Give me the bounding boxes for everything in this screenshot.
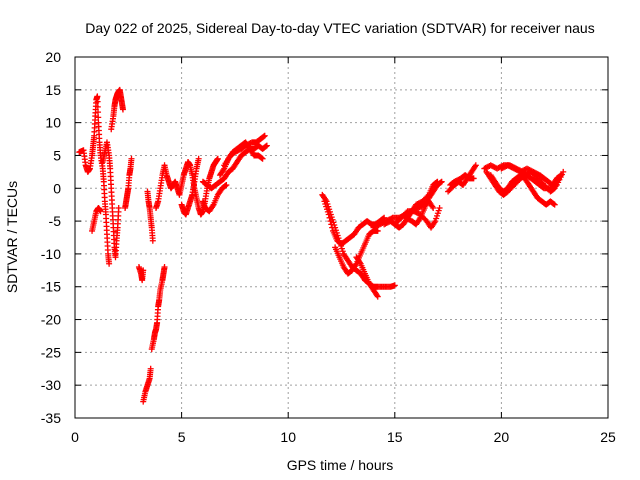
x-axis-label: GPS time / hours	[287, 457, 394, 473]
y-axis-label: SDTVAR / TECUs	[4, 181, 20, 293]
data-point	[558, 172, 565, 179]
data-point	[94, 98, 101, 105]
y-tick-label: -10	[41, 246, 61, 262]
x-tick-label: 10	[280, 429, 296, 445]
data-point	[106, 260, 113, 267]
data-point	[220, 166, 227, 173]
y-tick-label: -30	[41, 377, 61, 393]
y-tick-label: -25	[41, 344, 61, 360]
data-point	[94, 103, 101, 110]
data-point	[438, 178, 445, 185]
plot-frame	[74, 56, 609, 419]
data-point	[97, 208, 104, 215]
data-point	[550, 201, 557, 208]
data-point	[470, 175, 477, 182]
data-point	[119, 106, 126, 113]
data-point	[214, 155, 221, 162]
data-point	[223, 181, 230, 188]
data-point	[329, 224, 336, 231]
data-point	[560, 168, 567, 175]
data-point	[209, 202, 216, 209]
data-point	[327, 218, 334, 225]
data-point	[95, 114, 102, 121]
y-tick-label: 0	[53, 180, 61, 196]
y-tick-label: 5	[53, 147, 61, 163]
data-point	[437, 179, 444, 186]
data-point	[325, 211, 332, 218]
data-point	[430, 204, 437, 211]
data-point	[263, 142, 270, 149]
data-point	[115, 204, 122, 211]
data-point	[557, 172, 564, 179]
x-tick-label: 25	[600, 429, 616, 445]
data-point	[373, 292, 380, 299]
data-point	[356, 259, 363, 266]
data-point	[429, 203, 436, 210]
y-tick-label: 10	[45, 115, 61, 131]
x-tick-label: 0	[71, 429, 79, 445]
data-point	[260, 133, 267, 140]
data-point	[472, 162, 479, 169]
data-point	[140, 267, 147, 274]
data-point	[328, 221, 335, 228]
y-tick-label: 15	[45, 82, 61, 98]
data-point	[431, 219, 438, 226]
x-tick-label: 5	[178, 429, 186, 445]
data-point	[551, 201, 558, 208]
data-points	[76, 86, 567, 405]
data-point	[161, 264, 168, 271]
data-point	[128, 155, 135, 162]
data-point	[471, 163, 478, 170]
data-point	[95, 109, 102, 116]
y-tick-label: -20	[41, 312, 61, 328]
data-point	[261, 132, 268, 139]
x-tick-label: 20	[494, 429, 510, 445]
y-tick-label: -15	[41, 279, 61, 295]
data-point	[416, 216, 423, 223]
data-point	[259, 155, 266, 162]
data-point	[436, 204, 443, 211]
x-tick-label: 15	[387, 429, 403, 445]
data-point	[222, 182, 229, 189]
data-point	[149, 237, 156, 244]
chart-title: Day 022 of 2025, Sidereal Day-to-day VTE…	[85, 20, 594, 36]
data-point	[258, 155, 265, 162]
data-point	[352, 262, 359, 269]
y-tick-label: -5	[49, 213, 62, 229]
data-point	[195, 155, 202, 162]
data-point	[326, 214, 333, 221]
data-point	[263, 143, 270, 150]
y-tick-label: 20	[45, 49, 61, 65]
data-point	[94, 93, 101, 100]
data-point	[374, 227, 381, 234]
data-point	[374, 293, 381, 300]
data-point	[391, 282, 398, 289]
ticks: 0 5 10 15 20 25 -35 -30 -25 -20 -15 -10 -5 0 5 10 15 20	[41, 49, 616, 445]
y-tick-label: -35	[41, 410, 61, 426]
data-point	[147, 365, 154, 372]
